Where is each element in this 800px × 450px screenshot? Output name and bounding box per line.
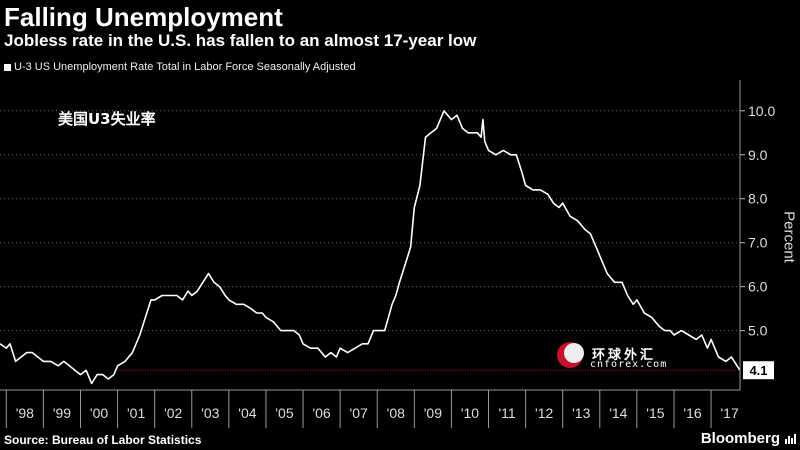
legend-swatch xyxy=(4,63,11,71)
chart-title: Falling Unemployment xyxy=(4,2,283,32)
x-tick-label: '17 xyxy=(720,405,738,421)
y-tick-label: 7.0 xyxy=(748,235,768,251)
watermark-text: 环球外汇 xyxy=(592,348,657,363)
watermark-logo-inner xyxy=(564,343,584,363)
x-tick-label: '03 xyxy=(201,405,219,421)
x-tick-label: '08 xyxy=(387,405,405,421)
y-tick-label: 5.0 xyxy=(748,323,768,339)
x-tick-label: '14 xyxy=(609,405,627,421)
x-tick-label: '04 xyxy=(238,405,256,421)
y-tick-label: 10.0 xyxy=(748,103,775,119)
y-tick-label: 8.0 xyxy=(748,191,768,207)
brand-mark-icon xyxy=(785,434,796,444)
y-tick-label: 9.0 xyxy=(748,147,768,163)
x-tick-label: '01 xyxy=(127,405,145,421)
x-tick-label: '16 xyxy=(683,405,701,421)
series-layer xyxy=(0,110,741,385)
chart-subtitle: Jobless rate in the U.S. has fallen to a… xyxy=(4,31,477,50)
x-tick-label: '07 xyxy=(350,405,368,421)
x-tick-label: '02 xyxy=(164,405,182,421)
axis-layer: 5.0 6.0 7.0 8.0 9.0 10.0 '98 '99 '00 '01 '02 '03 '04… xyxy=(0,80,775,428)
x-tick-label: '06 xyxy=(312,405,330,421)
series-line xyxy=(0,110,741,385)
x-tick-label: '12 xyxy=(535,405,553,421)
watermark-url: cnforex.com xyxy=(590,359,668,370)
last-value-label: 4.1 xyxy=(749,363,767,378)
legend: U-3 US Unemployment Rate Total in Labor … xyxy=(4,61,356,73)
x-tick-label: '05 xyxy=(275,405,293,421)
chart-annotation: 美国U3失业率 xyxy=(58,110,156,128)
legend-label: U-3 US Unemployment Rate Total in Labor … xyxy=(14,61,356,73)
x-tick-label: '99 xyxy=(53,405,71,421)
source-note: Source: Bureau of Labor Statistics xyxy=(4,433,202,447)
x-tick-label: '09 xyxy=(424,405,442,421)
grid-layer xyxy=(0,110,740,332)
watermark-layer xyxy=(557,342,584,368)
y-axis-label: Percent xyxy=(780,211,798,263)
last-value-box xyxy=(743,361,774,380)
brand-logo-text: Bloomberg xyxy=(700,430,780,447)
x-tick-label: '00 xyxy=(90,405,108,421)
x-tick-label: '13 xyxy=(572,405,590,421)
y-tick-label: 6.0 xyxy=(748,279,768,295)
x-tick-label: '15 xyxy=(646,405,664,421)
x-tick-label: '10 xyxy=(461,405,479,421)
x-tick-label: '98 xyxy=(16,405,34,421)
x-tick-label: '11 xyxy=(498,405,515,421)
